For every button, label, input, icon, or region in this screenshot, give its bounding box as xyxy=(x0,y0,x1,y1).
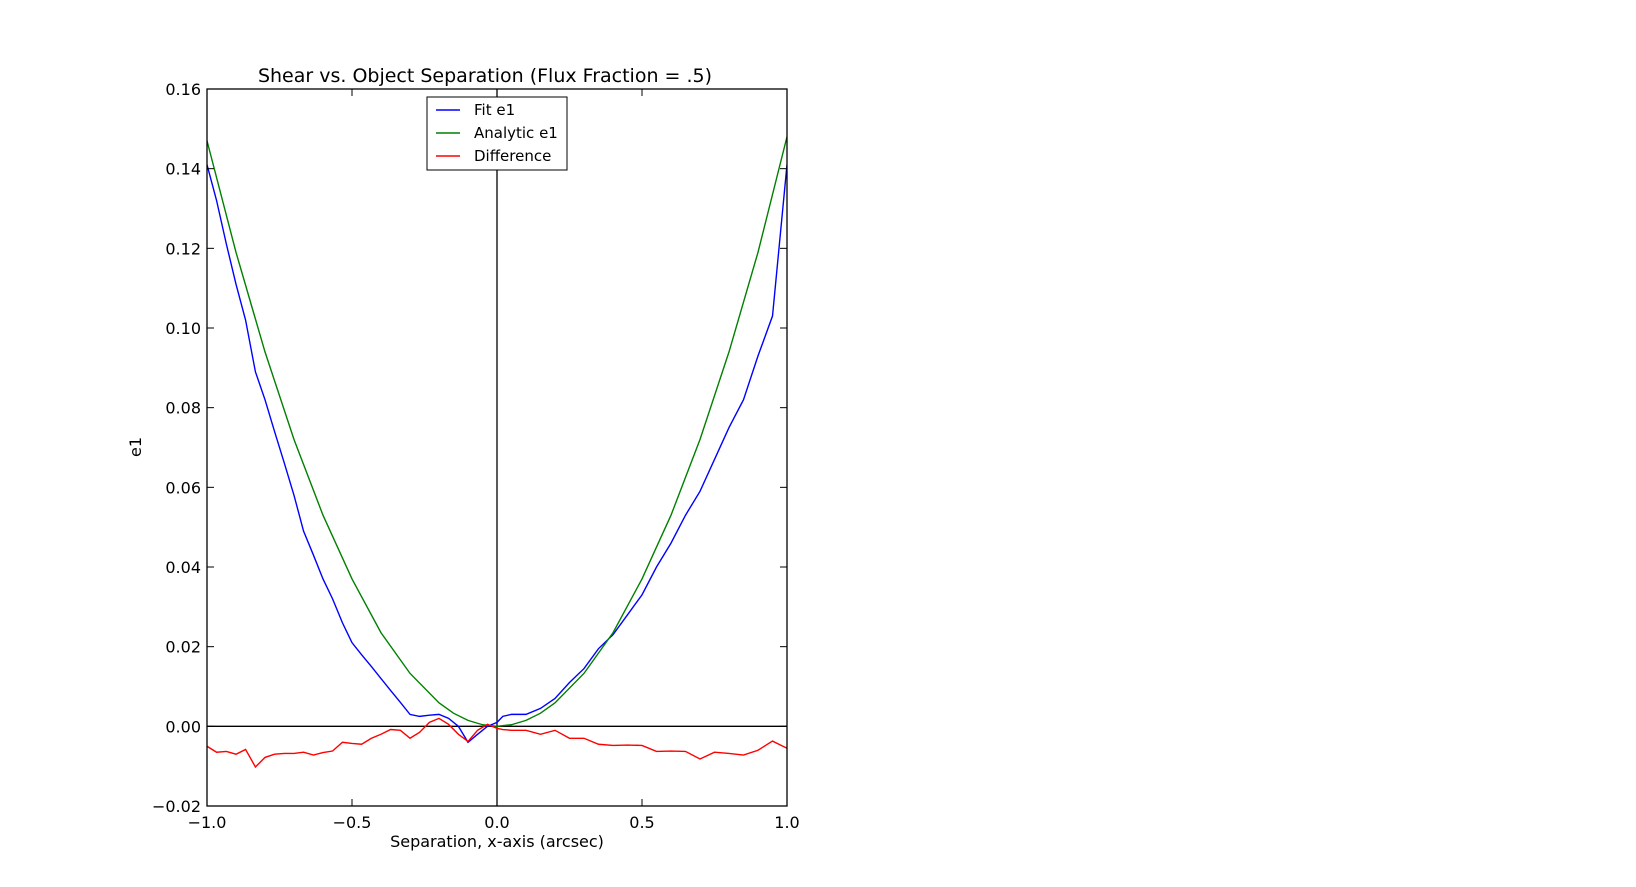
y-tick-label: 0.12 xyxy=(165,239,201,258)
y-tick-label: 0.04 xyxy=(165,558,201,577)
legend-label: Difference xyxy=(474,147,551,165)
x-tick-label: 0.0 xyxy=(484,813,509,832)
y-tick-label: 0.16 xyxy=(165,80,201,99)
legend-label: Fit e1 xyxy=(474,101,515,119)
series-layer xyxy=(207,136,787,769)
x-tick-label: −0.5 xyxy=(333,813,372,832)
x-tick-label: 0.5 xyxy=(629,813,654,832)
chart-title: Shear vs. Object Separation (Flux Fracti… xyxy=(258,65,712,87)
y-tick-label: 0.00 xyxy=(165,717,201,736)
x-axis-ticks: −1.0 −0.5 0.0 0.5 1.0 xyxy=(188,89,800,832)
legend-label: Analytic e1 xyxy=(474,124,558,142)
y-tick-label: 0.02 xyxy=(165,638,201,657)
series-line-fit-e1 xyxy=(207,164,787,744)
y-tick-label: 0.14 xyxy=(165,160,201,179)
y-tick-label: 0.08 xyxy=(165,399,201,418)
x-axis-label: Separation, x-axis (arcsec) xyxy=(390,832,604,851)
x-tick-label: −1.0 xyxy=(188,813,227,832)
series-line-difference xyxy=(207,717,787,769)
legend: Fit e1 Analytic e1 Difference xyxy=(426,96,568,171)
y-tick-label: −0.02 xyxy=(152,797,201,816)
y-axis-label: e1 xyxy=(126,437,145,457)
series-line-analytic-e1 xyxy=(207,136,787,728)
y-axis-ticks: −0.02 0.00 0.02 0.04 0.06 0.08 0.10 0.12 0.14 0.1… xyxy=(152,80,787,816)
y-tick-label: 0.06 xyxy=(165,478,201,497)
x-tick-label: 1.0 xyxy=(774,813,799,832)
reference-lines xyxy=(207,89,787,806)
y-tick-label: 0.10 xyxy=(165,319,201,338)
